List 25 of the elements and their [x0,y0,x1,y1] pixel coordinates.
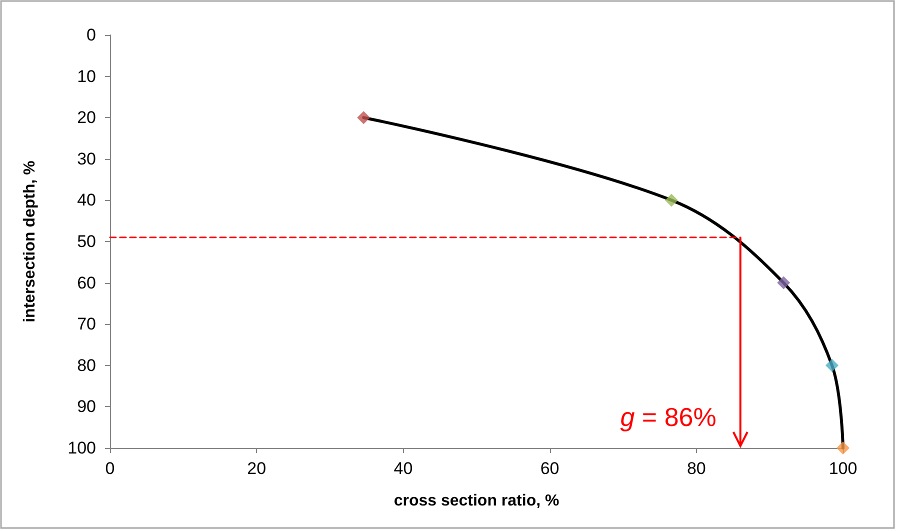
y-tick-label: 80 [77,356,96,375]
y-tick-label: 50 [77,232,96,251]
x-axis-title: cross section ratio, % [394,492,560,510]
x-tick-label: 100 [828,459,858,478]
y-tick-label: 10 [77,66,96,86]
y-tick-label: 40 [77,190,96,210]
x-tick-label: 80 [686,459,706,478]
x-tick-label: 40 [394,459,413,478]
x-tick-label: 60 [540,459,560,478]
annotation: g = 86% [620,402,716,432]
y-tick-label: 90 [77,397,96,416]
y-tick-label: 20 [77,108,96,128]
y-tick-label: 30 [77,149,96,168]
y-axis-title: intersection depth, % [22,160,38,322]
y-tick-label: 0 [86,26,96,44]
y-tick-label: 100 [68,438,96,458]
point [357,111,370,124]
y-tick-label: 70 [77,314,96,334]
x-tick-label: 20 [247,459,266,478]
x-tick-label: 0 [105,459,115,478]
point [777,276,790,290]
y-tick-label: 60 [77,273,96,292]
point [836,442,850,454]
point [664,194,678,207]
point [826,358,839,372]
